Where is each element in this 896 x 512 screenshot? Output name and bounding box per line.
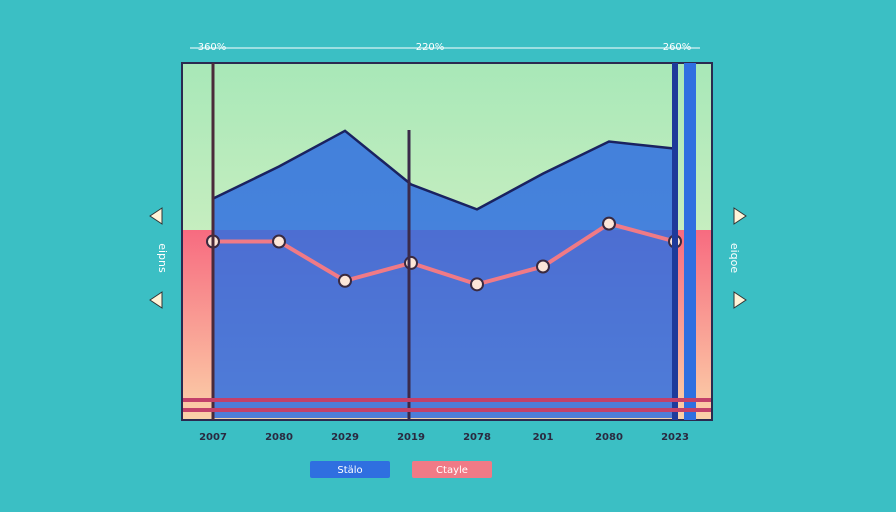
legend-swatch [310,461,390,478]
area-edge [212,129,676,211]
point [272,234,286,249]
annotation: 360% [198,42,227,53]
stripe [684,63,696,420]
x-tick-label: 2023 [661,432,689,443]
x-tick-label: 2019 [397,432,425,443]
stripe [672,63,678,420]
base-stripe [183,398,711,402]
side-label: eipns [156,243,169,273]
x-tick-label: 2078 [463,432,491,443]
x-tick-label: 2029 [331,432,359,443]
arrows [149,207,747,309]
annotation: 260% [663,42,692,53]
legend-swatch [412,461,492,478]
x-tick-label: 2007 [199,432,227,443]
x-tick-label: 2080 [595,432,623,443]
line [213,221,676,287]
legend-label: Ctayle [436,465,468,476]
point [404,255,418,270]
x-tick-label: 201 [533,432,554,443]
point [602,216,616,231]
point [536,259,550,274]
base-stripe [183,408,711,412]
annotation: 220% [416,42,445,53]
point [470,277,484,292]
point [338,273,352,288]
x-tick-label: 2080 [265,432,293,443]
side-label: eiqoe [728,243,741,274]
legend-label: Stälo [337,465,362,476]
